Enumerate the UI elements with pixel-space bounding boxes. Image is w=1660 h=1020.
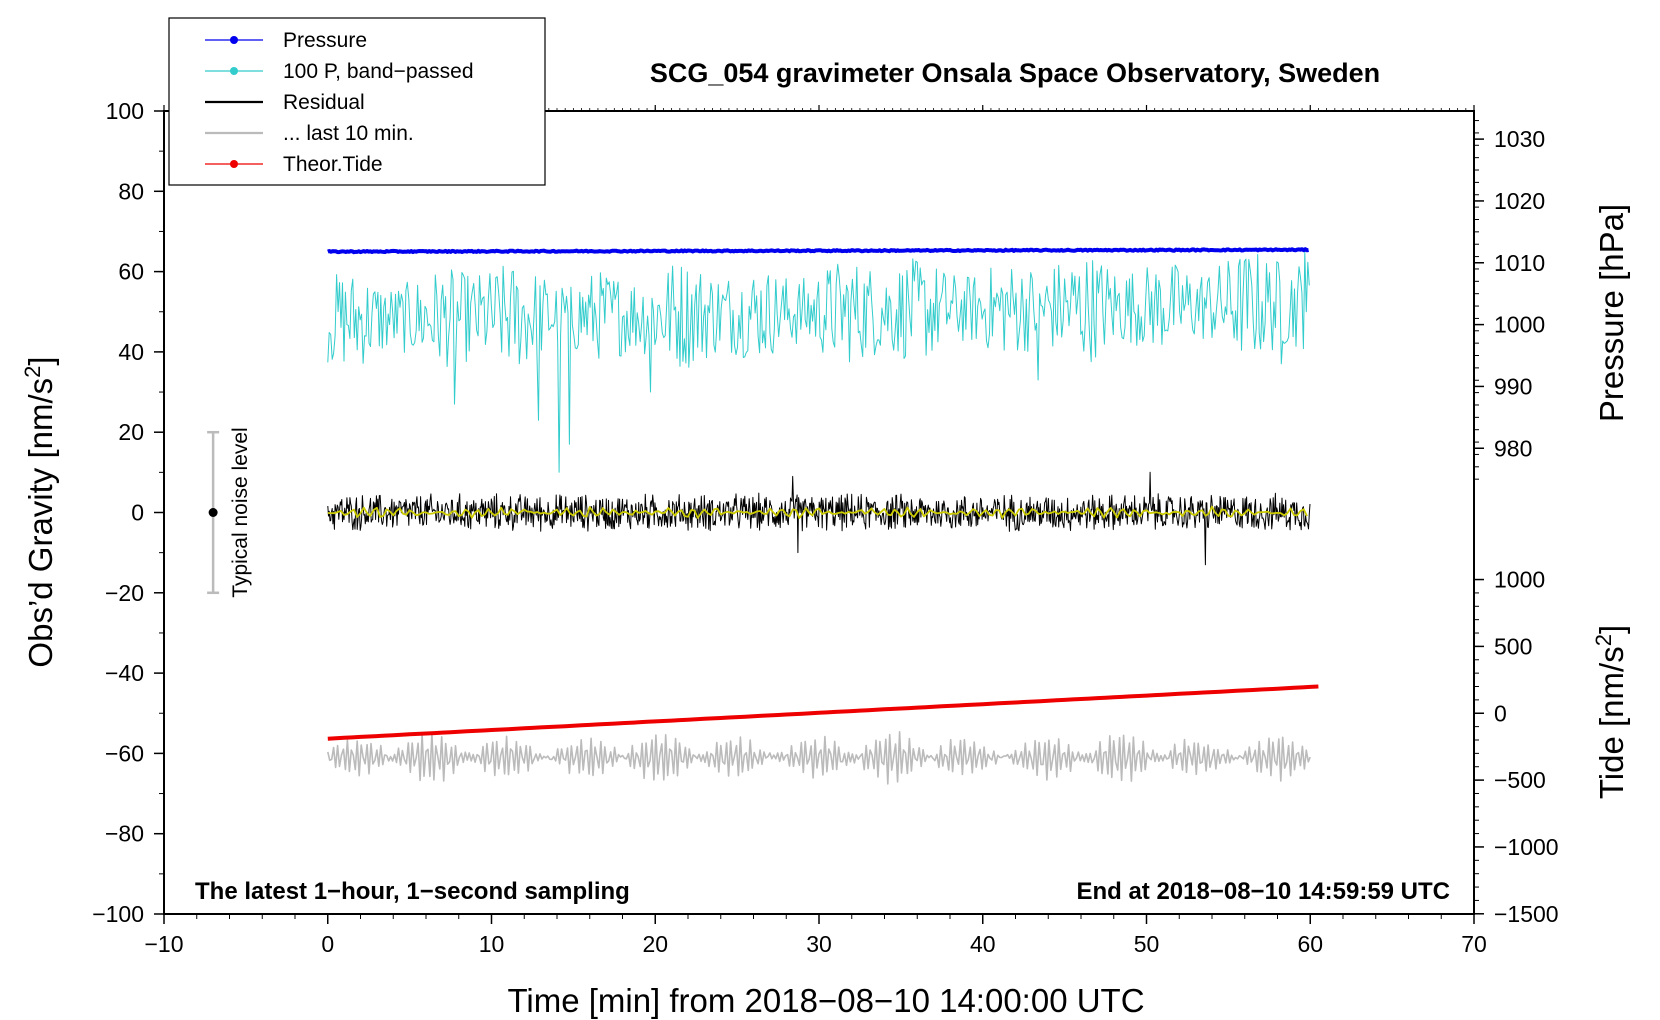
x-axis-title: Time [min] from 2018−08−10 14:00:00 UTC [507,982,1144,1019]
noise-bar-label: Typical noise level [229,427,252,597]
y-left-tick-label: 100 [106,98,144,124]
x-tick-label: −10 [144,931,183,957]
x-tick-label: 70 [1461,931,1487,957]
pressure-tick-label: 980 [1494,435,1532,461]
x-tick-label: 60 [1297,931,1323,957]
pressure-tick-label: 1030 [1494,126,1545,152]
y-left-tick-label: 0 [131,500,144,526]
pressure-tick-label: 990 [1494,373,1532,399]
y-left-tick-label: −100 [92,901,144,927]
legend-swatch-marker [230,67,238,75]
chart-title: SCG_054 gravimeter Onsala Space Observat… [650,58,1380,88]
sampling-note: The latest 1−hour, 1−second sampling [195,878,630,905]
y-left-tick-label: 80 [118,178,144,204]
legend-label: 100 P, band−passed [283,60,474,83]
pressure-tick-label: 1000 [1494,312,1545,338]
y-left-tick-label: −40 [105,660,144,686]
x-tick-label: 20 [642,931,668,957]
legend-label: Residual [283,91,365,114]
x-tick-label: 0 [321,931,334,957]
tide-tick-label: 500 [1494,633,1532,659]
series-layer [327,247,1319,785]
y-left-tick-label: 40 [118,339,144,365]
series-residual [327,471,1311,566]
series-theoretical-tide [327,684,1319,741]
legend-swatch-marker [230,160,238,168]
end-time-note: End at 2018−08−10 14:59:59 UTC [1076,878,1450,905]
pressure-tick-label: 1020 [1494,188,1545,214]
y-left-tick-label: −80 [105,821,144,847]
x-tick-label: 30 [806,931,832,957]
noise-bar-center-dot [208,508,218,517]
ylabel-right-sup: 2 [1591,634,1616,646]
tide-tick-label: −500 [1494,767,1546,793]
ylabel-left-sup: 2 [20,366,45,378]
y-left-tick-label: −60 [105,740,144,766]
noise-bar: Typical noise level [207,427,252,598]
y-left-tick-label: 20 [118,419,144,445]
tide-tick-label: 1000 [1494,567,1545,593]
x-tick-label: 50 [1134,931,1160,957]
series-last-10-min [327,731,1311,785]
y-axis-title-left: Obs’d Gravity [nm/s2] [20,356,60,667]
tide-tick-label: −1500 [1494,901,1559,927]
y-axis-title-right-tide: Tide [nm/s2] [1591,625,1631,799]
x-tick-label: 40 [970,931,996,957]
legend-label: Theor.Tide [283,153,383,176]
x-tick-label: 10 [479,931,505,957]
y-axis-title-right-pressure: Pressure [hPa] [1593,204,1630,422]
series-pressure [327,247,1309,255]
legend-label: ... last 10 min. [283,122,414,145]
tide-tick-label: 0 [1494,700,1507,726]
legend-label: Pressure [283,29,367,52]
tide-tick-label: −1000 [1494,834,1559,860]
y-left-tick-label: 60 [118,259,144,285]
series-band-passed-pressure [327,251,1310,473]
series-residual-smoothed [327,505,1308,519]
legend-swatch-marker [230,36,238,44]
legend: Pressure 100 P, band−passed Residual ... la… [168,17,546,186]
pressure-tick-label: 1010 [1494,250,1545,276]
y-left-tick-label: −20 [105,580,144,606]
ticks-layer: −10 0 10 20 30 40 50 60 70100806040200−20−40−60−… [92,98,1558,957]
